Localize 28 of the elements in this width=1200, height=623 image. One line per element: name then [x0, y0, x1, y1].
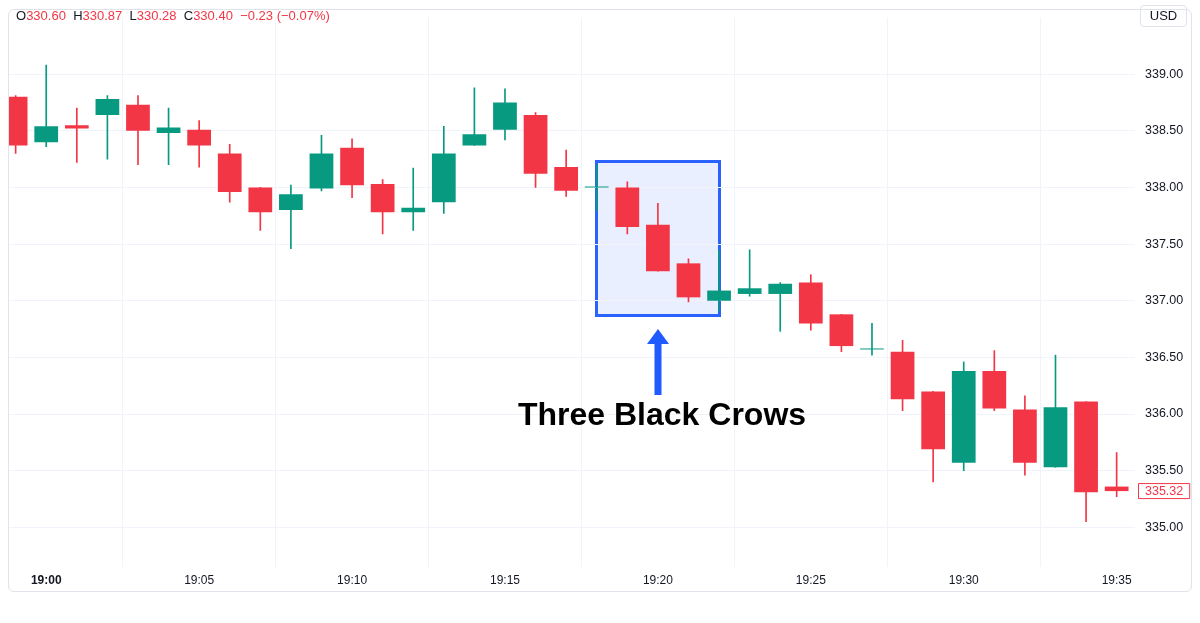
x-tick-label: 19:30 [948, 572, 980, 587]
candlestick [860, 323, 884, 356]
x-tick-label: 19:10 [337, 572, 368, 587]
candlestick [64, 107, 89, 163]
y-tick-label: 338.00 [1145, 179, 1184, 194]
candlestick [584, 164, 609, 211]
candlestick [279, 184, 303, 249]
y-tick-label: 336.50 [1145, 349, 1184, 364]
x-tick-label: 19:25 [795, 572, 827, 587]
y-tick-label: 339.00 [1145, 66, 1184, 81]
x-tick-label: 19:15 [489, 572, 521, 587]
text: 335.32 [1145, 483, 1184, 498]
y-tick-label: 337.50 [1145, 236, 1184, 251]
x-tick-label: 19:00 [30, 572, 62, 587]
candlestick [768, 282, 793, 332]
y-tick-label: 336.00 [1145, 406, 1184, 421]
y-tick-label: 338.50 [1145, 123, 1184, 138]
y-tick-label: 335.00 [1145, 519, 1184, 534]
x-tick-label: 19:35 [1101, 572, 1132, 587]
x-tick-label: 19:20 [642, 572, 674, 587]
annotation: Three Black Crows [517, 395, 807, 432]
candlestick [707, 249, 731, 312]
x-tick-label: 19:05 [184, 572, 215, 587]
candlestick [34, 64, 59, 147]
chart-title: O330.60 H330.87 L330.28 C330.40 −0.23 (−0.07%) [16, 8, 330, 23]
y-axis-title: USD [1140, 5, 1187, 27]
y-tick-label: 337.00 [1145, 293, 1184, 308]
y-tick-label: 335.50 [1145, 463, 1184, 478]
